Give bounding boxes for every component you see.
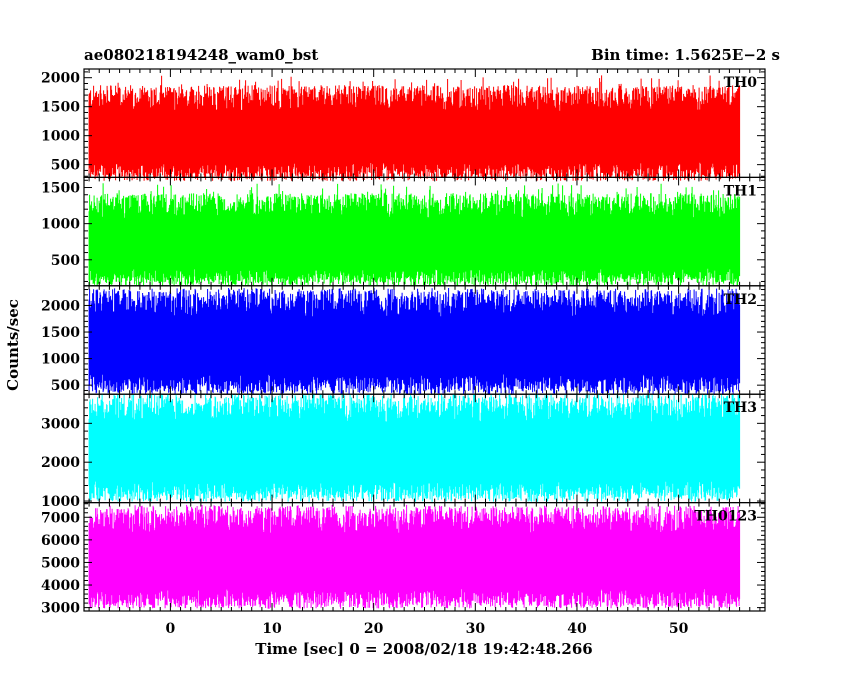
panel-label: TH1 [724, 183, 757, 199]
y-tick-label: 7000 [41, 510, 80, 526]
panel-th1: 500 1000 1500 TH1 [41, 176, 766, 287]
panel-label: TH3 [724, 400, 757, 416]
y-tick-label: 2000 [41, 455, 80, 471]
y-tick-label: 2000 [41, 71, 80, 87]
panel-label: TH0 [724, 75, 758, 91]
series-th1 [88, 183, 741, 287]
y-tick-label: 2000 [41, 298, 80, 314]
y-tick-label: 3000 [41, 601, 80, 617]
panel-th0: 500 1000 1500 2000 TH0 [41, 68, 766, 181]
panel-th3: 1000 2000 3000 TH3 [41, 393, 766, 510]
y-tick-label: 1000 [41, 494, 80, 510]
x-tick-label: 50 [669, 621, 689, 637]
panel-label: TH2 [724, 292, 757, 308]
panel-label: TH0123 [694, 509, 757, 525]
y-tick-label: 1500 [41, 325, 80, 341]
x-tick-label: 40 [567, 621, 587, 637]
y-tick-label: 6000 [41, 533, 80, 549]
series-th3 [88, 393, 741, 502]
y-tick-label: 1000 [41, 352, 80, 368]
x-tick-label: 20 [364, 621, 384, 637]
y-tick-label: 500 [51, 158, 80, 174]
y-tick-label: 4000 [41, 578, 80, 594]
panel-th2: 500 1000 1500 2000 TH2 [41, 285, 766, 395]
series-th0123 [88, 504, 741, 609]
y-tick-label: 1500 [41, 100, 80, 116]
chart-title-right: Bin time: 1.5625E−2 s [591, 46, 780, 64]
chart-title-left: ae080218194248_wam0_bst [84, 46, 318, 64]
y-tick-label: 500 [51, 253, 80, 269]
series-th0 [88, 75, 741, 181]
x-tick-label: 30 [466, 621, 486, 637]
x-tick-label: 10 [262, 621, 282, 637]
series-th2 [88, 288, 741, 395]
y-tick-label: 1000 [41, 217, 80, 233]
y-tick-label: 5000 [41, 555, 80, 571]
y-tick-label: 1000 [41, 129, 80, 145]
y-tick-label: 1500 [41, 181, 80, 197]
x-axis: 0 10 20 30 40 50 [166, 621, 689, 637]
x-tick-label: 0 [166, 621, 176, 637]
y-tick-label: 3000 [41, 416, 80, 432]
y-axis-label: Counts/sec [4, 299, 22, 391]
y-tick-label: 500 [51, 378, 80, 394]
panel-th0123: 3000 4000 5000 6000 7000 TH0123 [41, 502, 766, 617]
x-axis-label: Time [sec] 0 = 2008/02/18 19:42:48.266 [255, 640, 592, 658]
